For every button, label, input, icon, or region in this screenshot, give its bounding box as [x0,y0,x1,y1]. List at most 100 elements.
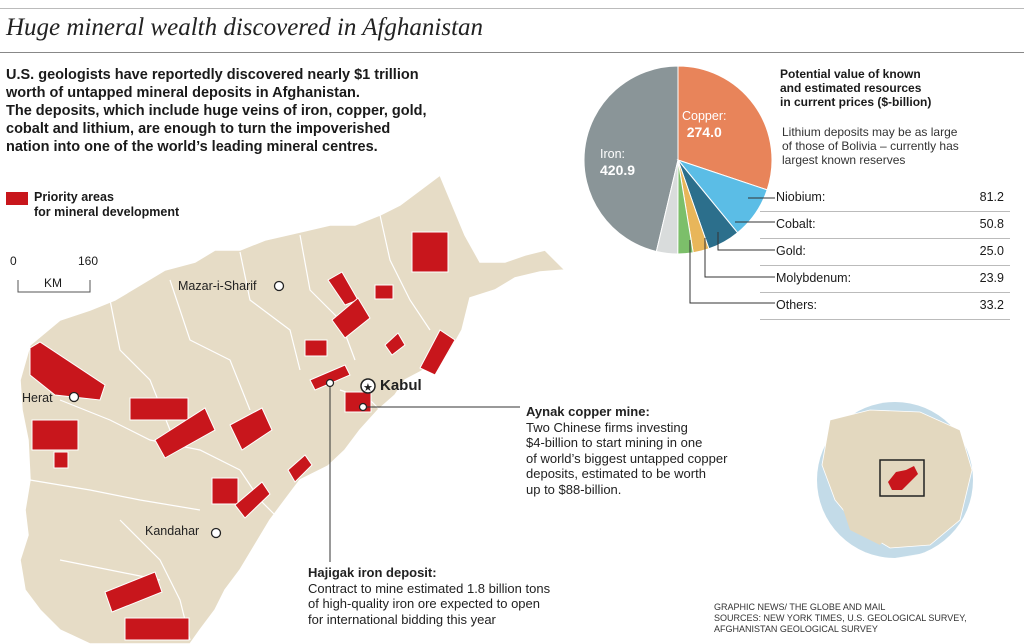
legend-label: Priority areas for mineral development [34,190,234,220]
city-label-kandahar: Kandahar [145,524,200,538]
pie-title-line: Potential value of known [780,67,921,81]
deposit-area [344,391,372,413]
pie-label-iron: Iron: 420.9 [600,146,635,178]
row-label: Gold: [776,244,806,258]
row-label: Molybdenum: [776,271,852,285]
hajigak-line: of high-quality iron ore expected to ope… [308,596,540,611]
leader-others [689,240,775,304]
aynak-marker [358,402,368,412]
lithium-note: Lithium deposits may be as large of thos… [782,125,1022,167]
legend-swatch [6,192,28,205]
row-label: Niobium: [776,190,826,204]
intro-line: The deposits, which include huge veins o… [6,103,427,119]
intro-line: U.S. geologists have reportedly discover… [6,67,419,83]
hajigak-callout: Hajigak iron deposit: Contract to mine e… [308,565,608,627]
top-rule [0,8,1024,9]
aynak-title: Aynak copper mine: [526,404,650,419]
capital-star-icon: ★ [363,382,373,394]
aynak-line: of world’s biggest untapped copper [526,450,728,466]
aynak-line: up to $88-billion. [526,481,622,497]
aynak-line: Two Chinese firms investing [526,419,688,435]
deposit-area [331,297,371,339]
scale-min: 0 [10,254,17,268]
city-marker-mazar [273,280,285,292]
credit-line: GRAPHIC NEWS/ THE GLOBE AND MAIL [714,602,886,612]
pie-slice-iron [583,65,679,253]
aynak-callout: Aynak copper mine: Two Chinese firms inv… [526,404,776,497]
row-label: Others: [776,298,817,312]
deposit-area [229,407,273,451]
deposit-area [211,477,239,505]
globe-afghanistan-shape [888,466,918,490]
globe-focus-box [879,459,925,497]
credit-line: AFGHANISTAN GEOLOGICAL SURVEY [714,624,878,634]
table-row: Cobalt: 50.8 [760,212,1010,239]
page-title: Huge mineral wealth discovered in Afghan… [6,14,484,41]
note-line: largest known reserves [782,153,906,167]
deposit-area [304,339,328,357]
deposit-area [234,481,271,519]
deposit-area [129,397,189,421]
pie-leader-lines [689,197,775,304]
table-row: Others: 33.2 [760,293,1010,320]
row-value: 33.2 [979,298,1004,312]
legend-line: Priority areas [34,190,114,204]
row-value: 50.8 [979,217,1004,231]
hajigak-line: Contract to mine estimated 1.8 billion t… [308,580,551,596]
deposit-area [411,231,449,273]
pie-title-line: in current prices ($-billion) [780,95,932,109]
table-row: Niobium: 81.2 [760,185,1010,212]
intro-line: nation into one of the world’s leading m… [6,139,378,155]
deposit-area [154,407,216,459]
row-label: Cobalt: [776,217,816,231]
city-marker-herat [68,391,80,403]
city-label-kabul: Kabul [380,377,422,394]
deposit-area [384,332,406,356]
pie-slice-copper [677,65,773,191]
deposit-area [419,329,456,376]
pie-slice-others [655,159,679,255]
pie-chart [583,65,773,255]
iron-label: Iron: [600,147,626,161]
table-row: Molybdenum: 23.9 [760,266,1010,293]
deposit-area [31,419,79,451]
aynak-line: $4-billion to start mining in one [526,435,703,450]
credit-line: SOURCES: NEW YORK TIMES, U.S. GEOLOGICAL… [714,613,967,623]
deposit-area [124,617,190,641]
minerals-table: Niobium: 81.2 Cobalt: 50.8 Gold: 25.0 Molyb… [760,185,1010,320]
deposit-area [309,364,351,391]
hajigak-marker [325,378,335,388]
scale-bar [17,280,91,293]
deposit-area [53,451,69,469]
city-label-mazar: Mazar-i-Sharif [178,279,257,293]
pie-title: Potential value of known and estimated r… [780,67,1010,109]
deposit-areas [29,231,456,641]
afghanistan-land [19,173,567,644]
deposit-area [104,571,163,613]
scale-max: 160 [78,254,99,268]
leader-gold [717,232,775,251]
deposit-area [374,284,394,300]
hajigak-title: Hajigak iron deposit: [308,565,437,580]
row-value: 25.0 [979,244,1004,258]
credits: GRAPHIC NEWS/ THE GLOBE AND MAIL SOURCES… [714,602,1014,635]
iron-value: 420.9 [600,162,636,178]
intro-line: cobalt and lithium, are enough to turn t… [6,121,391,137]
deposit-area [287,454,313,483]
city-label-herat: Herat [22,391,53,405]
note-line: of those of Bolivia – currently has [782,139,959,153]
table-row: Gold: 25.0 [760,239,1010,266]
copper-label: Copper: [682,109,727,123]
pie-title-line: and estimated resources [780,81,922,95]
scale-unit: KM [44,276,62,290]
aynak-line: deposits, estimated to be worth [526,466,706,481]
row-value: 23.9 [979,271,1004,285]
deposit-area [29,341,106,401]
hajigak-line: for international bidding this year [308,611,496,627]
intro-line: worth of untapped mineral deposits in Af… [6,85,360,101]
intro-text: U.S. geologists have reportedly discover… [6,66,526,156]
legend-line: for mineral development [34,205,180,219]
city-marker-kandahar [210,527,222,539]
pie-label-copper: Copper: 274.0 [682,108,726,140]
